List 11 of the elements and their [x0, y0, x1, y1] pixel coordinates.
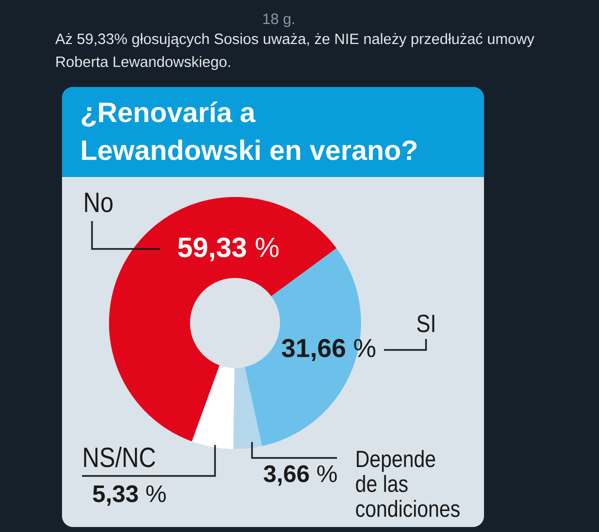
text: Aż 59,33% głosujących Sosios uważa, że NIE należy przedłużać umowy Roberta Lewandowskiego.	[55, 32, 534, 70]
chart-title: ¿Renovaría a Lewandowski en verano?	[82, 102, 417, 160]
data-label: 5,33 %	[92, 485, 166, 506]
slice-label: NS/NC	[84, 446, 156, 468]
data-label: 3,66 %	[264, 465, 337, 486]
text: 18 g.	[263, 14, 294, 28]
data-label: 31,66 %	[282, 338, 376, 361]
slice-label: Depende de las condiciones	[356, 450, 460, 518]
slice-label: No	[85, 192, 113, 212]
slice-label: SI	[417, 314, 434, 332]
data-label: 59,33 %	[178, 238, 279, 262]
